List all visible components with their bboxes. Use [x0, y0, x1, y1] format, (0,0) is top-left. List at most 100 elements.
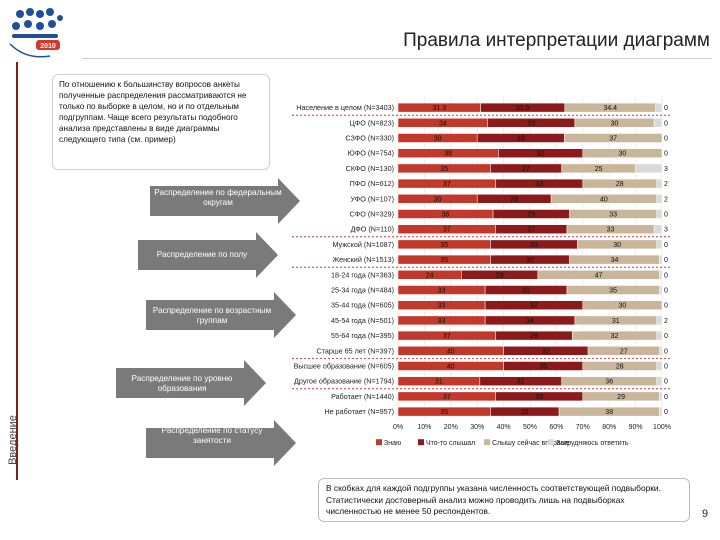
arrow-label-gender: Распределение по полу	[156, 250, 248, 259]
category-label: 25-34 года (N=484)	[331, 286, 394, 295]
data-label: 40	[447, 364, 455, 371]
legend-swatch	[484, 439, 490, 446]
category-label: Население в целом (N=3403)	[296, 103, 394, 112]
data-label: 3	[664, 166, 668, 173]
x-tick-label: 30%	[470, 424, 484, 431]
data-label: 38	[605, 409, 613, 416]
data-label: 33	[517, 136, 525, 143]
category-label: Не работает (N=957)	[324, 407, 394, 416]
data-label: 34.4	[603, 105, 617, 112]
x-tick-label: 0%	[393, 424, 403, 431]
bar-segment	[653, 224, 663, 234]
sample-size-note: В скобках для каждой подгруппы указана ч…	[318, 478, 690, 522]
data-label: 29	[617, 394, 625, 401]
bar-segment	[659, 254, 663, 265]
data-label: 0	[664, 364, 668, 371]
arrow-federal-districts	[150, 178, 300, 224]
data-label: 3	[664, 227, 668, 234]
data-label: 37	[443, 394, 451, 401]
data-label: 2	[664, 318, 668, 325]
bar-segment	[656, 194, 663, 204]
bar-segment	[659, 391, 663, 402]
data-label: 0	[664, 151, 668, 158]
data-label: 33	[535, 394, 543, 401]
legend-label: Затрудняюсь ответить	[556, 440, 629, 447]
page-number: 9	[702, 508, 709, 520]
bar-segment	[656, 178, 663, 189]
data-label: 0	[664, 348, 668, 355]
x-tick-label: 20%	[444, 424, 458, 431]
arrow-label-employment: Распределение по статусу занятости	[161, 426, 263, 445]
data-label: 47	[595, 272, 603, 279]
data-label: 0	[664, 212, 668, 219]
data-label: 33	[438, 303, 446, 310]
category-label: Старше 65 лет (N=397)	[316, 346, 394, 355]
data-label: 33	[527, 120, 535, 127]
x-tick-label: 70%	[576, 424, 590, 431]
data-label: 37	[443, 227, 451, 234]
data-label: 31	[517, 379, 525, 386]
data-label: 30	[434, 136, 442, 143]
data-label: 0	[664, 379, 668, 386]
bar-segment	[582, 300, 663, 310]
data-label: 33	[535, 181, 543, 188]
legend-swatch	[376, 439, 382, 446]
data-label: 40	[600, 196, 608, 203]
legend-label: Что-то слышал	[426, 440, 475, 447]
category-label: ЮФО (N=754)	[348, 149, 394, 158]
data-label: 30	[611, 120, 619, 127]
data-label: 28	[616, 181, 624, 188]
x-tick-label: 10%	[417, 424, 431, 431]
data-label: 35	[440, 409, 448, 416]
data-label: 31	[522, 288, 530, 295]
data-label: 37	[443, 181, 451, 188]
data-label: 34	[611, 257, 619, 264]
bar-segment	[635, 163, 663, 174]
data-label: 29	[527, 212, 535, 219]
data-label: 33	[609, 212, 617, 219]
arrow-label-federal: Распределение по федеральным округам	[154, 188, 282, 207]
category-label: ЦФО (N=823)	[349, 118, 394, 127]
category-label: Работает (N=1440)	[331, 392, 394, 401]
data-label: 2	[664, 196, 668, 203]
data-label: 0	[664, 105, 668, 112]
data-label: 35	[609, 288, 617, 295]
data-label: 29	[530, 333, 538, 340]
data-label: 30	[619, 151, 627, 158]
data-label: 31	[435, 379, 443, 386]
data-label: 32	[537, 151, 545, 158]
data-label: 0	[664, 333, 668, 340]
category-label: Высшее образование (N=605)	[294, 362, 394, 371]
bar-segment	[656, 330, 663, 341]
data-label: 28	[510, 196, 518, 203]
data-label: 33	[607, 227, 615, 234]
data-label: 31.3	[433, 105, 447, 112]
data-label: 0	[664, 272, 668, 279]
data-label: 2	[664, 181, 668, 188]
data-label: 24	[426, 272, 434, 279]
category-label: 35-44 года (N=605)	[331, 301, 394, 310]
arrow-gender	[138, 232, 278, 278]
bar-segment	[656, 239, 663, 250]
data-label: 28	[616, 364, 624, 371]
bar-segment	[653, 118, 663, 128]
arrow-employment	[146, 420, 296, 466]
data-label: 33	[438, 318, 446, 325]
data-label: 30	[539, 364, 547, 371]
arrow-label-age: Распределение по возрастным группам	[152, 306, 272, 325]
data-label: 0	[664, 120, 668, 127]
title-divider	[82, 58, 712, 59]
data-label: 30	[619, 303, 627, 310]
bar-segment	[659, 346, 663, 356]
bar-segment	[659, 406, 663, 417]
data-label: 37	[609, 136, 617, 143]
x-tick-label: 60%	[549, 424, 563, 431]
data-label: 27	[527, 227, 535, 234]
category-label: 55-64 года (N=395)	[331, 331, 394, 340]
data-label: 33	[530, 242, 538, 249]
data-label: 35	[440, 242, 448, 249]
arrow-label-education: Распределение по уровню образования	[131, 374, 233, 393]
data-label: 38	[444, 151, 452, 158]
bar-segment	[564, 133, 663, 143]
